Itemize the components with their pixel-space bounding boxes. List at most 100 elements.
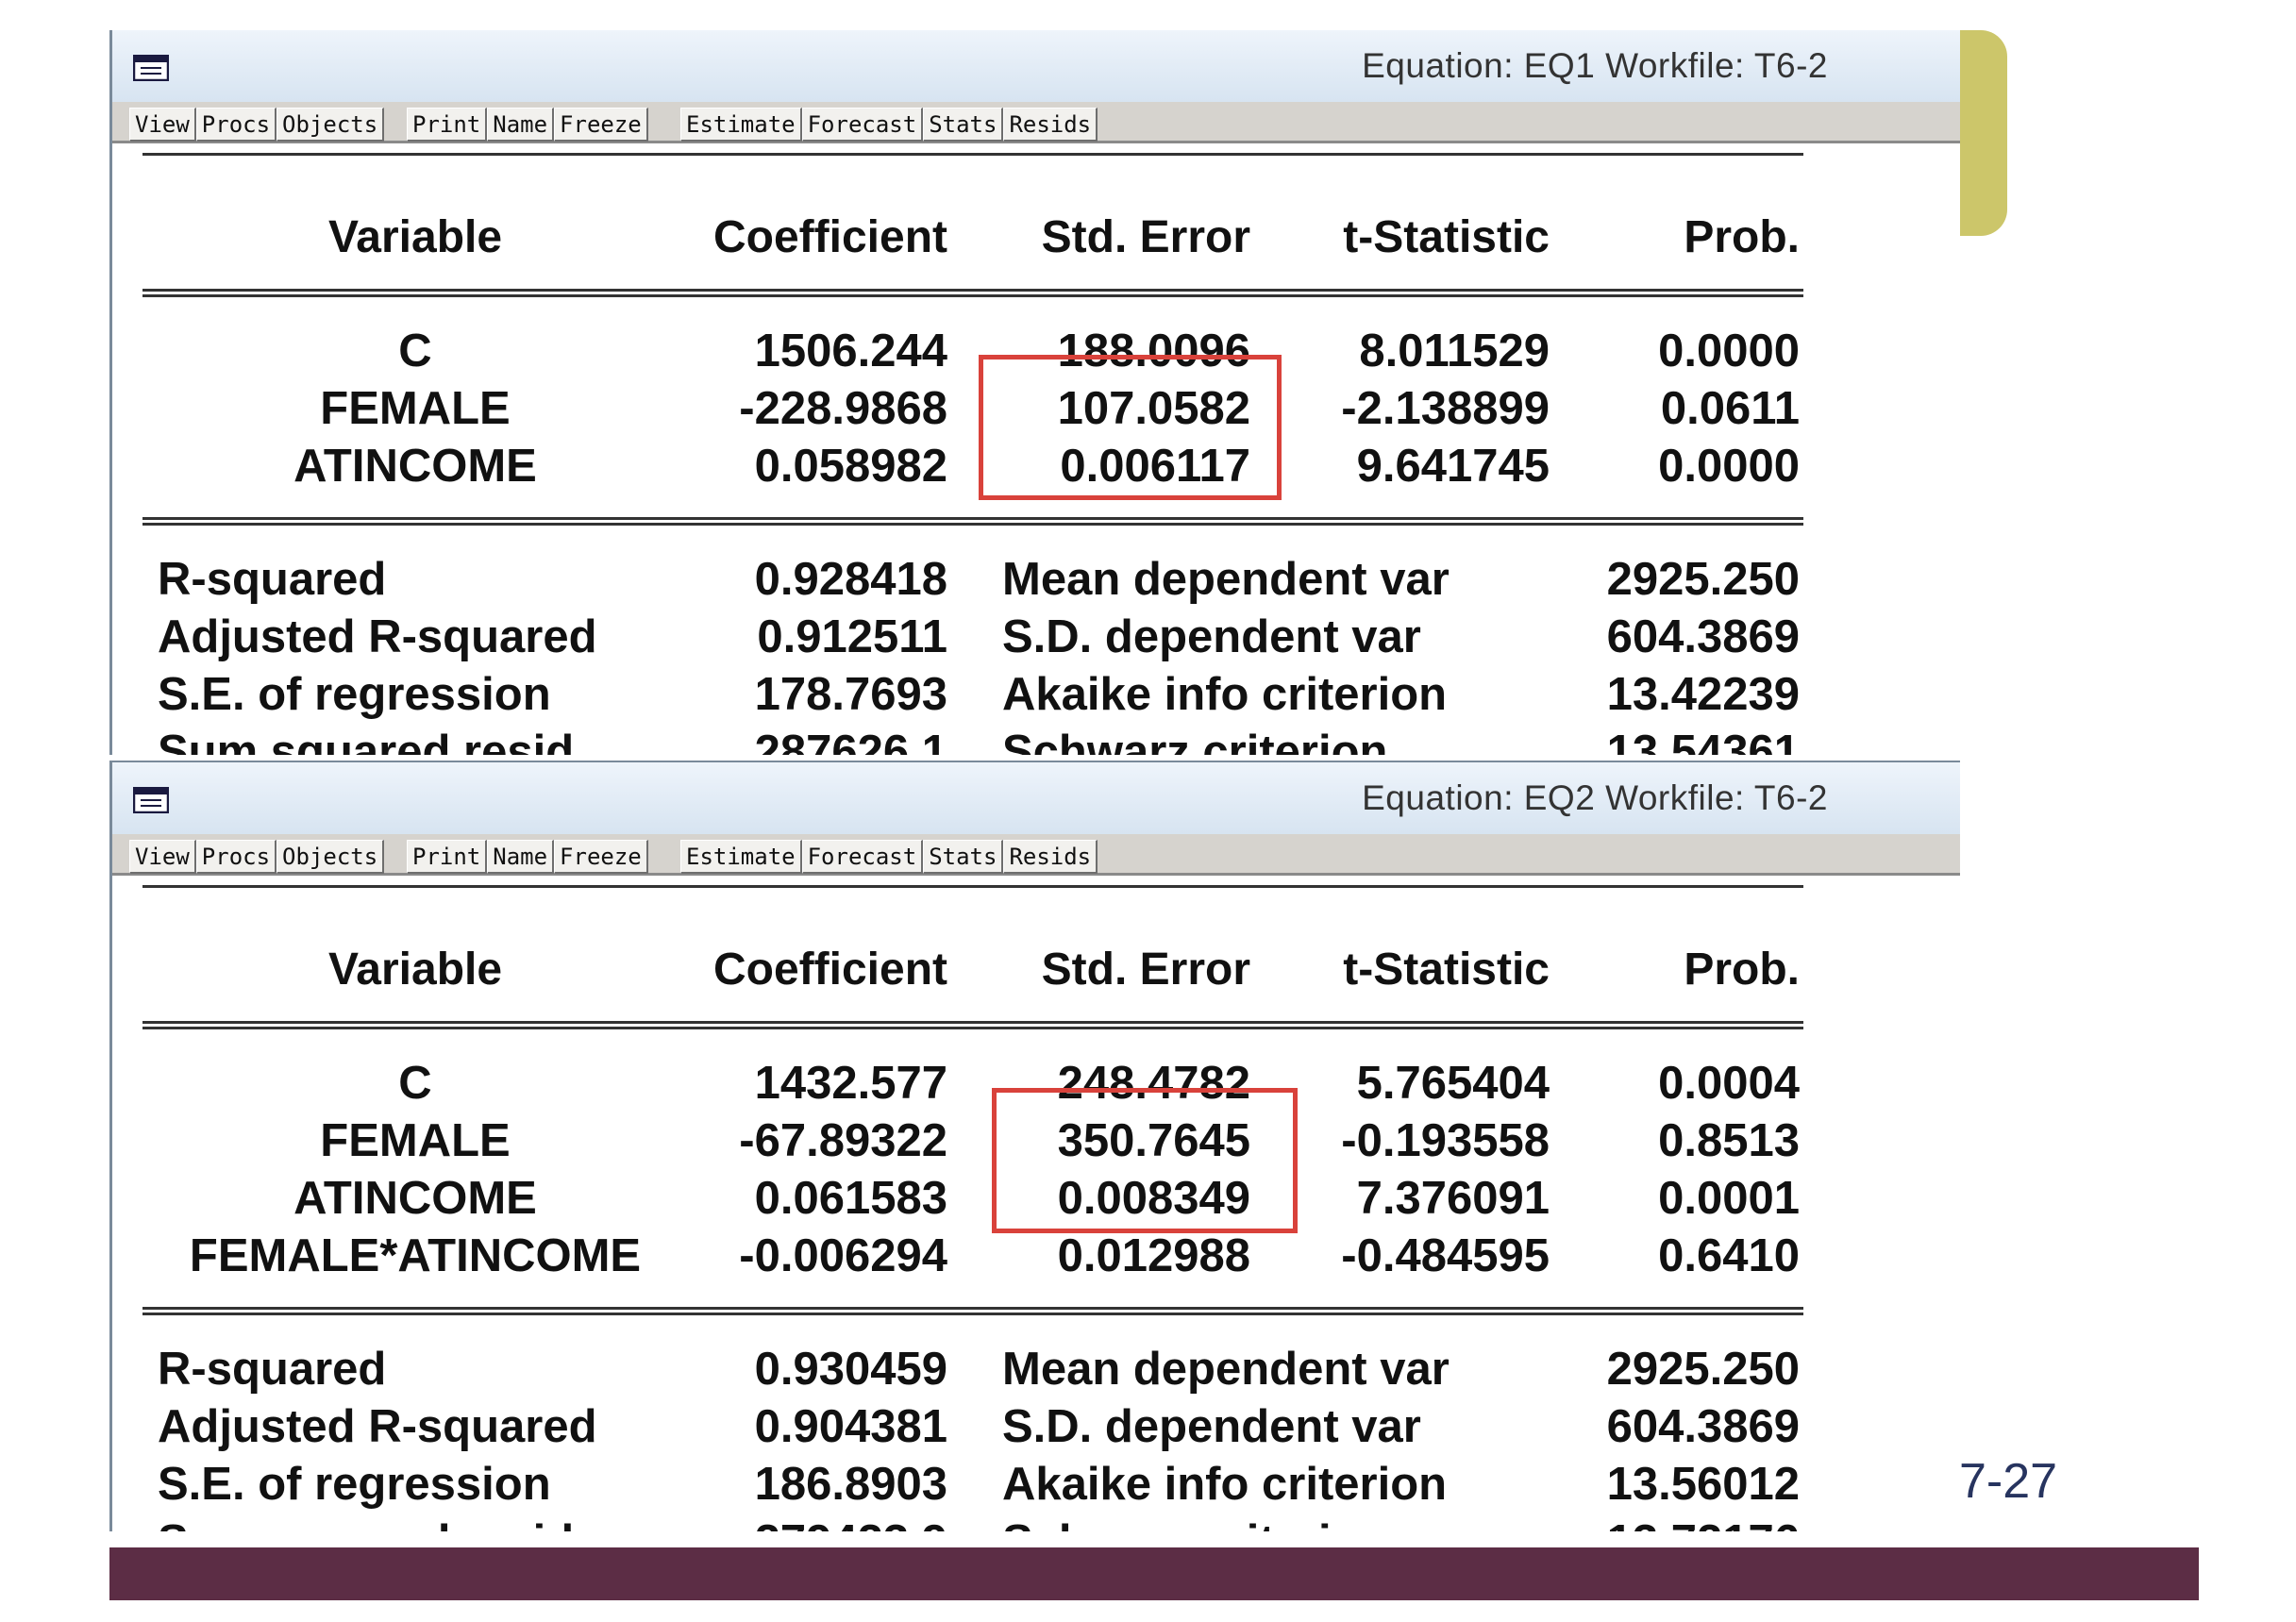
forecast-button[interactable]: Forecast: [801, 840, 924, 874]
stat-label: Akaike info criterion: [1002, 1459, 1448, 1510]
stat-label: R-squared: [158, 554, 387, 605]
name-button[interactable]: Name: [487, 840, 555, 874]
slide-number: 7-27: [1959, 1454, 2058, 1509]
stat-label: Schwarz criterion: [1002, 1515, 1387, 1531]
header-variable: Variable: [327, 945, 503, 995]
row-std-error: 0.012988: [1057, 1230, 1250, 1281]
row-prob: 0.6410: [1658, 1230, 1800, 1281]
row-variable: FEMALE: [320, 383, 511, 434]
print-button[interactable]: Print: [407, 840, 488, 874]
toolbar-group-estimate: Estimate Forecast Stats Resids: [680, 108, 1098, 142]
row-t-statistic: -0.484595: [1341, 1230, 1550, 1281]
stat-value: 0.928418: [754, 554, 947, 605]
row-prob: 0.0000: [1658, 441, 1800, 492]
header-std-error: Std. Error: [1041, 945, 1250, 995]
stat-label: S.E. of regression: [158, 1459, 551, 1510]
row-coefficient: -228.9868: [739, 383, 947, 434]
stat-value: 13.56012: [1606, 1459, 1800, 1510]
row-t-statistic: 5.765404: [1356, 1058, 1550, 1109]
row-prob: 0.0001: [1658, 1173, 1800, 1224]
stat-value: 13.72176: [1607, 1515, 1800, 1531]
row-t-statistic: 7.376091: [1356, 1173, 1550, 1224]
footer-bar: [109, 1547, 2199, 1600]
row-coefficient: -0.006294: [739, 1230, 947, 1281]
procs-button[interactable]: Procs: [195, 840, 277, 874]
row-t-statistic: 9.641745: [1356, 441, 1550, 492]
freeze-button[interactable]: Freeze: [554, 840, 648, 874]
stat-value: 186.8903: [754, 1459, 947, 1510]
row-prob: 0.0004: [1658, 1058, 1800, 1109]
highlight-box: [992, 1088, 1298, 1233]
header-prob: Prob.: [1684, 945, 1800, 995]
stat-label: Schwarz criterion: [1002, 727, 1388, 755]
header-coefficient: Coefficient: [712, 212, 947, 262]
stat-label: Adjusted R-squared: [158, 1401, 597, 1452]
toolbar-group-view: View Procs Objects: [129, 840, 385, 874]
estimate-button[interactable]: Estimate: [680, 840, 802, 874]
highlight-box: [979, 355, 1282, 500]
stats-button[interactable]: Stats: [923, 108, 1004, 142]
equation-window-eq2: Equation: EQ2 Workfile: T6-2 View Procs …: [109, 761, 1960, 1531]
stat-label: S.D. dependent var: [1002, 1401, 1421, 1452]
header-t-statistic: t-Statistic: [1343, 945, 1550, 995]
row-t-statistic: -2.138899: [1341, 383, 1550, 434]
window-icon: [133, 787, 169, 813]
row-variable: FEMALE*ATINCOME: [189, 1230, 642, 1281]
stat-value: 604.3869: [1606, 1401, 1800, 1452]
stat-label: Mean dependent var: [1002, 554, 1450, 605]
toolbar-group-view: View Procs Objects: [129, 108, 385, 142]
freeze-button[interactable]: Freeze: [554, 108, 648, 142]
stat-value: 13.54361: [1606, 727, 1800, 755]
header-t-statistic: t-Statistic: [1343, 212, 1550, 262]
header-prob: Prob.: [1684, 212, 1800, 262]
stat-label: R-squared: [158, 1344, 387, 1395]
window-icon: [133, 55, 169, 81]
stat-value: 178.7693: [754, 669, 947, 720]
stat-label: Sum squared resid: [158, 727, 575, 755]
stat-value: 13.42239: [1606, 669, 1800, 720]
row-prob: 0.0000: [1658, 326, 1800, 376]
stat-label: Mean dependent var: [1002, 1344, 1450, 1395]
name-button[interactable]: Name: [487, 108, 555, 142]
row-prob: 0.0611: [1660, 383, 1800, 434]
row-std-error: 188.0096: [1057, 326, 1250, 376]
stat-value: 279423.9: [755, 1515, 947, 1531]
row-variable: C: [398, 326, 432, 376]
row-std-error: 248.4782: [1057, 1058, 1250, 1109]
forecast-button[interactable]: Forecast: [801, 108, 924, 142]
double-rule: [142, 289, 1803, 297]
toolbar-group-estimate: Estimate Forecast Stats Resids: [680, 840, 1098, 874]
stat-value: 2925.250: [1606, 1344, 1800, 1395]
row-coefficient: 1506.244: [754, 326, 947, 376]
double-rule: [142, 1021, 1803, 1029]
objects-button[interactable]: Objects: [277, 840, 385, 874]
rule: [142, 153, 1803, 156]
view-button[interactable]: View: [129, 840, 196, 874]
row-t-statistic: -0.193558: [1341, 1115, 1550, 1166]
window-titlebar[interactable]: Equation: EQ1 Workfile: T6-2: [112, 30, 1960, 102]
stats-button[interactable]: Stats: [923, 840, 1004, 874]
stat-value: 604.3869: [1606, 611, 1800, 662]
procs-button[interactable]: Procs: [195, 108, 277, 142]
row-variable: C: [398, 1058, 432, 1109]
equation-window-eq1: Equation: EQ1 Workfile: T6-2 View Procs …: [109, 30, 1960, 755]
double-rule: [142, 517, 1803, 526]
stat-value: 2925.250: [1606, 554, 1800, 605]
stat-label: Sum squared resid: [158, 1515, 574, 1531]
window-title: Equation: EQ1 Workfile: T6-2: [1362, 46, 1828, 85]
row-variable: FEMALE: [320, 1115, 511, 1166]
toolbar: View Procs Objects Print Name Freeze Est…: [112, 834, 1960, 876]
row-coefficient: 0.058982: [754, 441, 947, 492]
resids-button[interactable]: Resids: [1003, 108, 1098, 142]
window-titlebar[interactable]: Equation: EQ2 Workfile: T6-2: [112, 762, 1960, 834]
objects-button[interactable]: Objects: [277, 108, 385, 142]
estimate-button[interactable]: Estimate: [680, 108, 802, 142]
stat-value: 0.904381: [754, 1401, 947, 1452]
resids-button[interactable]: Resids: [1003, 840, 1098, 874]
rule: [142, 885, 1803, 888]
stat-label: Akaike info criterion: [1002, 669, 1448, 720]
header-coefficient: Coefficient: [712, 945, 947, 995]
print-button[interactable]: Print: [407, 108, 488, 142]
view-button[interactable]: View: [129, 108, 196, 142]
stat-label: S.E. of regression: [158, 669, 551, 720]
